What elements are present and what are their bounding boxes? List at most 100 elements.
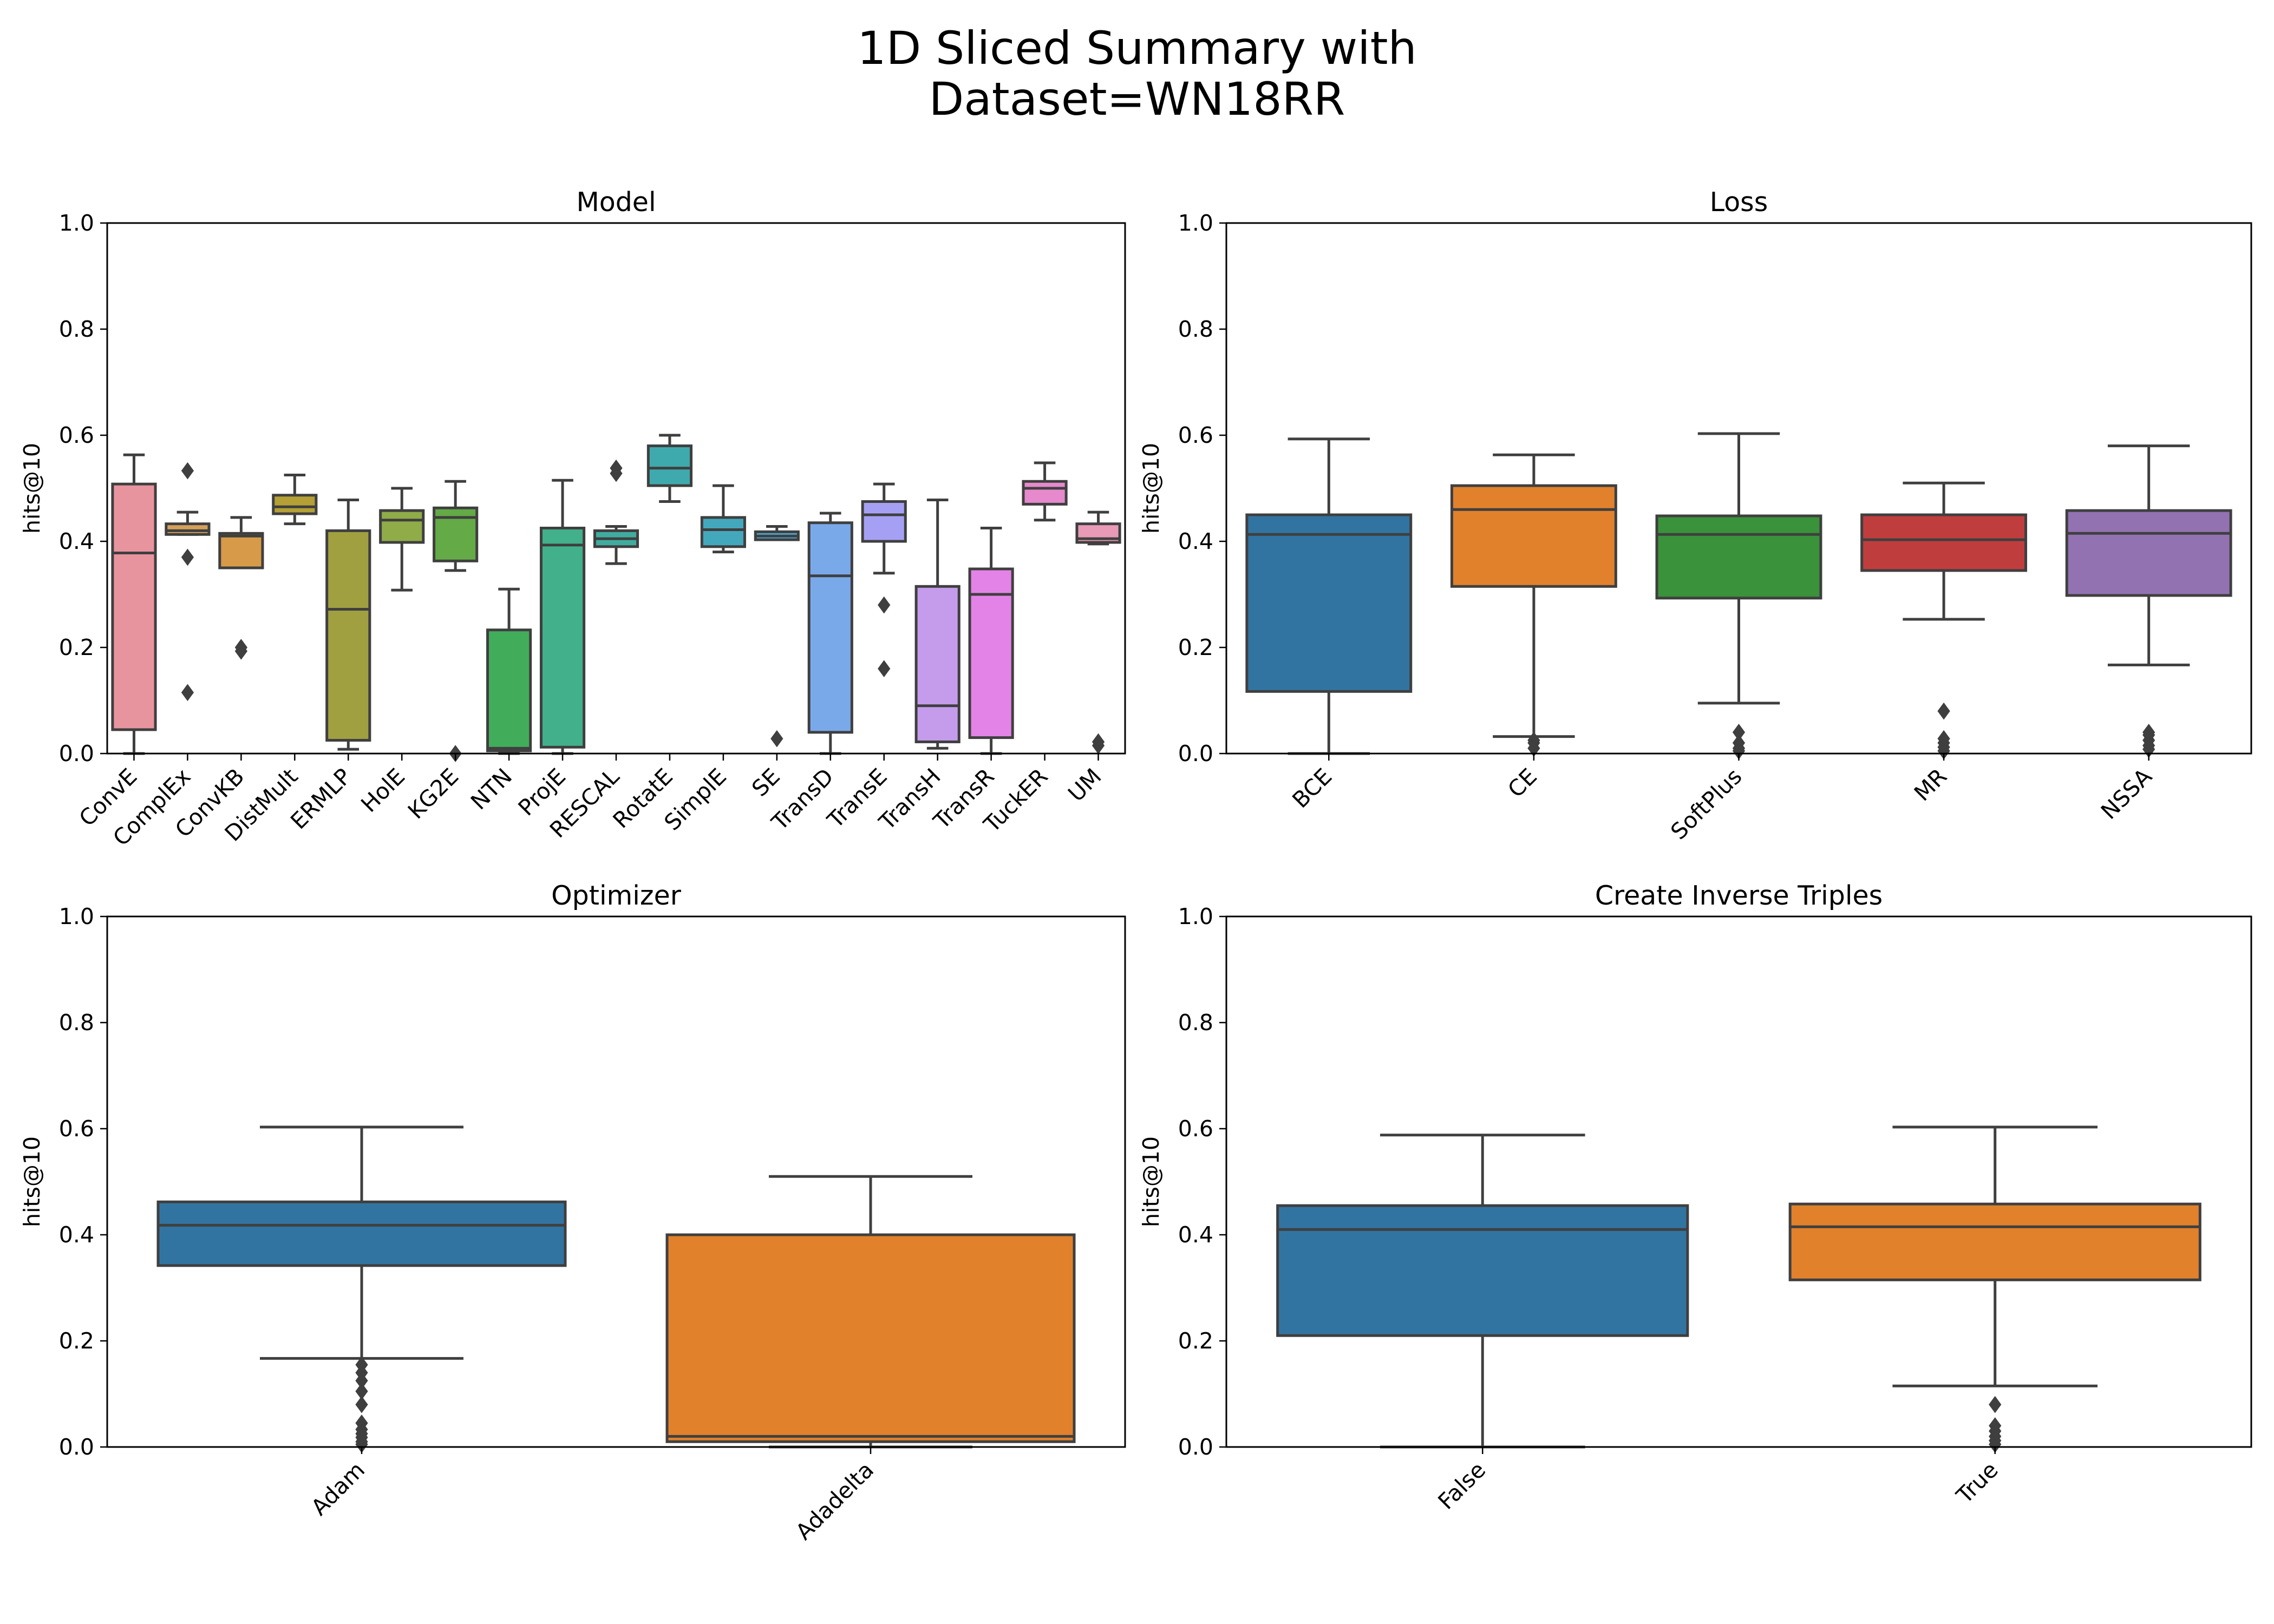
box-group-transe	[861, 482, 907, 678]
box-group-complex	[165, 462, 211, 702]
y-tick-label: 1.0	[59, 903, 94, 929]
y-tick-label: 0.4	[59, 528, 94, 554]
box-group-nssa	[2065, 444, 2232, 758]
y-tick-label: 0.8	[59, 1010, 94, 1036]
box-group-softplus	[1655, 432, 1822, 759]
outlier-point	[1937, 730, 1950, 748]
box-simple	[700, 516, 746, 548]
box-group-transh	[914, 499, 960, 750]
y-tick-label: 0.8	[1178, 1010, 1213, 1036]
box-convkb	[218, 532, 264, 569]
box-transe	[861, 500, 907, 543]
axes-frame	[106, 915, 1126, 1448]
y-tick-label: 0.8	[1178, 316, 1213, 342]
y-tick-label: 0.6	[59, 422, 94, 448]
outlier-point	[355, 1383, 368, 1400]
outlier-point	[181, 548, 194, 566]
box-conve	[111, 482, 157, 731]
box-softplus	[1655, 514, 1822, 600]
y-tick-label: 0.4	[59, 1222, 94, 1248]
outlier-point	[1732, 734, 1746, 752]
y-tick-label: 0.4	[1178, 1222, 1213, 1248]
y-tick-label: 0.6	[1178, 1116, 1213, 1142]
axes-frame	[1225, 222, 2252, 755]
box-group-ntn	[486, 587, 532, 755]
y-tick-label: 0.2	[59, 634, 94, 660]
box-group-ermlp	[325, 499, 371, 751]
box-group-distmult	[272, 474, 318, 526]
box-adadelta	[665, 1233, 1076, 1443]
figure-title-line-1: 1D Sliced Summary with	[857, 22, 1417, 75]
y-tick-label: 0.0	[59, 741, 94, 767]
box-group-um	[1075, 510, 1121, 755]
box-group-se	[754, 525, 800, 748]
y-tick-label: 0.8	[59, 316, 94, 342]
box-group-kg2e	[433, 480, 479, 762]
box-group-simple	[700, 484, 746, 554]
box-transr	[968, 567, 1014, 739]
outlier-point	[878, 596, 891, 614]
box-ce	[1450, 484, 1617, 588]
subplot-4: Create Inverse Triples 0.0 0.2 0.4 0.6 0.8 1.0…	[1138, 880, 2252, 1515]
box-group-conve	[111, 453, 157, 755]
outlier-point	[355, 1415, 368, 1432]
box-transh	[914, 585, 960, 743]
box-bce	[1245, 513, 1413, 693]
box-ntn	[486, 628, 532, 752]
subplot-title: Loss	[1710, 187, 1768, 218]
outlier-point	[878, 660, 891, 678]
subplot-title: Model	[576, 187, 656, 218]
box-group-transr	[968, 527, 1014, 755]
outlier-point	[234, 639, 247, 656]
outlier-point	[181, 684, 194, 702]
y-tick-label: 0.4	[1178, 528, 1213, 554]
box-group-mr	[1860, 481, 2028, 759]
box-group-false	[1276, 1134, 1689, 1449]
box-rotate	[646, 444, 693, 487]
box-true	[1788, 1202, 2201, 1281]
outlier-point	[1989, 1417, 2002, 1435]
box-false	[1276, 1204, 1689, 1337]
y-tick-label: 0.2	[1178, 634, 1213, 660]
outlier-point	[610, 459, 623, 477]
box-complex	[165, 522, 211, 536]
box-ermlp	[325, 529, 371, 742]
box-mr	[1860, 513, 2028, 572]
outlier-point	[1989, 1396, 2002, 1413]
subplot-title: Create Inverse Triples	[1595, 880, 1883, 911]
subplot-title: Optimizer	[551, 880, 682, 911]
outlier-point	[1092, 733, 1105, 751]
box-nssa	[2065, 509, 2232, 597]
y-tick-label: 0.0	[59, 1434, 94, 1460]
y-tick-label: 1.0	[59, 210, 94, 236]
outlier-point	[355, 1396, 368, 1413]
box-tucker	[1022, 480, 1068, 506]
y-axis-label: hits@10	[19, 1136, 45, 1227]
y-tick-label: 1.0	[1178, 903, 1213, 929]
box-group-adam	[156, 1125, 567, 1453]
y-axis-label: hits@10	[1138, 443, 1164, 534]
box-group-tucker	[1022, 461, 1068, 522]
box-group-bce	[1245, 437, 1413, 755]
box-group-convkb	[218, 516, 264, 660]
box-proje	[539, 527, 586, 749]
outlier-point	[355, 1356, 368, 1373]
y-tick-label: 0.2	[1178, 1328, 1213, 1354]
box-group-true	[1788, 1125, 2201, 1453]
y-axis-label: hits@10	[19, 443, 45, 534]
y-tick-label: 0.6	[1178, 422, 1213, 448]
axes-frame	[106, 222, 1126, 755]
box-group-rescal	[593, 459, 639, 565]
outlier-point	[770, 730, 783, 748]
box-adam	[156, 1200, 567, 1267]
outlier-point	[1527, 731, 1540, 749]
y-tick-label: 0.2	[59, 1328, 94, 1354]
box-hole	[379, 509, 425, 544]
y-tick-label: 0.0	[1178, 741, 1213, 767]
figure-title-line-2: Dataset=WN18RR	[929, 73, 1345, 126]
box-group-rotate	[646, 434, 693, 503]
outlier-point	[181, 462, 194, 480]
